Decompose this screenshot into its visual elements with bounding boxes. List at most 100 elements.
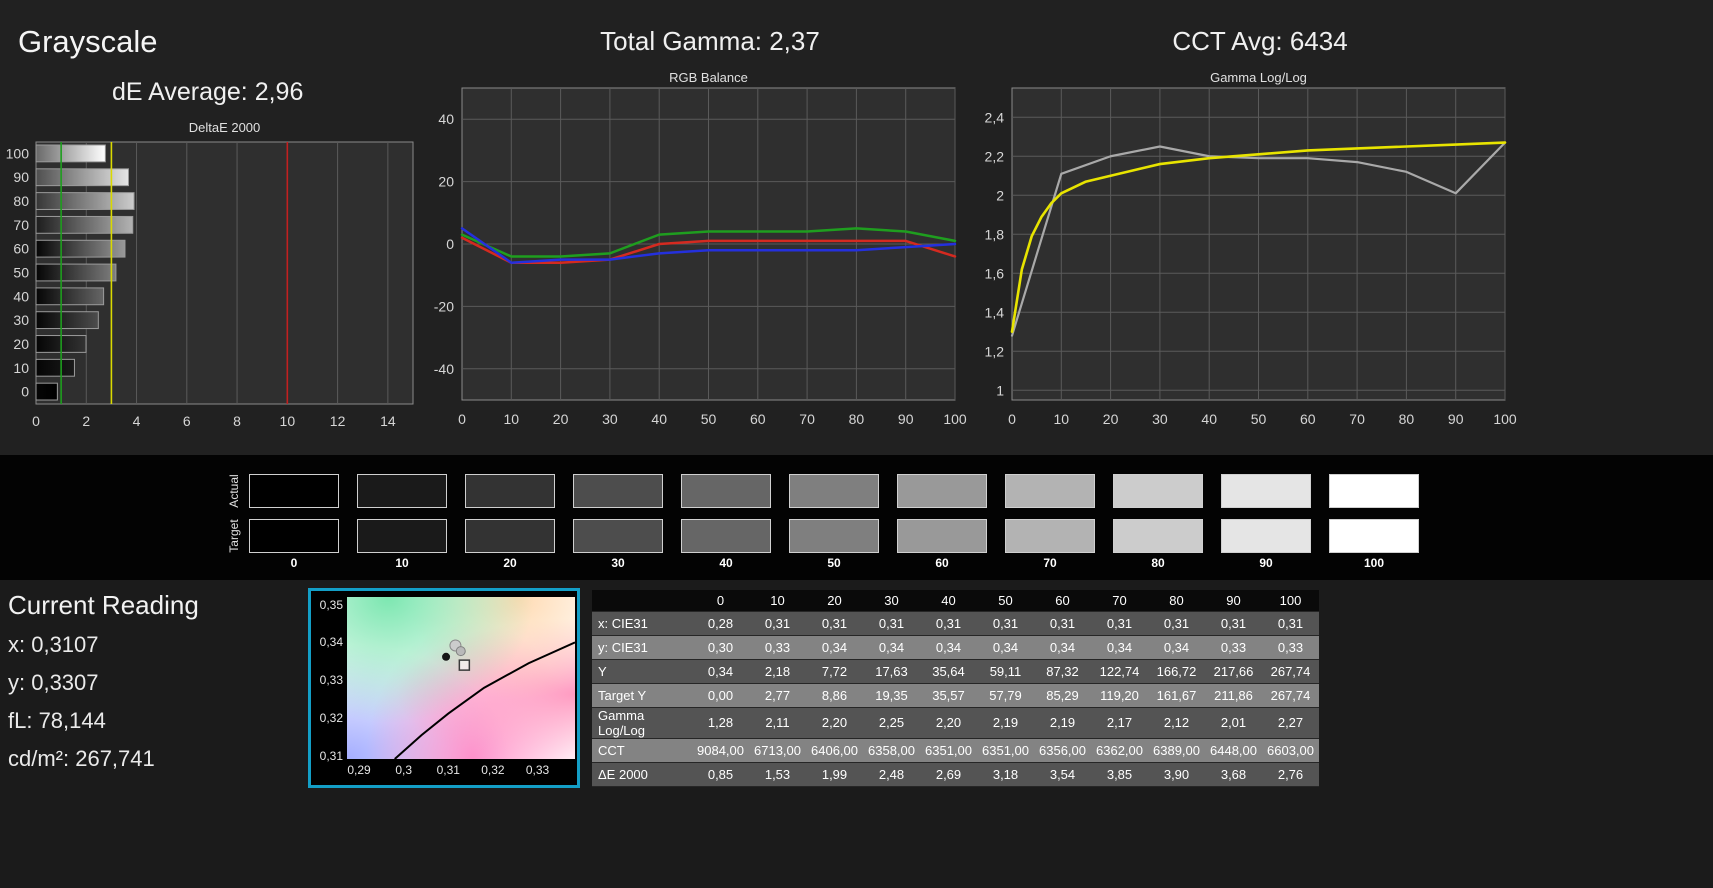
- table-cell: 2,25: [863, 707, 920, 739]
- table-row-label: x: CIE31: [592, 611, 692, 636]
- table-cell: 2,48: [863, 762, 920, 787]
- svg-text:100: 100: [6, 145, 30, 161]
- swatch-target-70: [1005, 519, 1095, 553]
- table-cell: 3,90: [1148, 762, 1205, 787]
- svg-text:0: 0: [21, 384, 29, 400]
- table-cell: 0,85: [692, 762, 749, 787]
- gamma-chart-title: Gamma Log/Log: [1210, 70, 1307, 85]
- cie-x-tick-0,29: 0,29: [347, 763, 371, 777]
- table-cell: 87,32: [1034, 659, 1091, 684]
- swatch-level-label-30: 30: [611, 556, 625, 570]
- table-cell: 0,34: [863, 635, 920, 660]
- svg-text:1: 1: [996, 382, 1004, 398]
- cie-diagram-overlay: [394, 639, 575, 759]
- svg-text:90: 90: [1448, 411, 1464, 427]
- svg-text:1,2: 1,2: [985, 343, 1005, 359]
- swatch-target-30: [573, 519, 663, 553]
- gamma-chart-panel[interactable]: Gamma Log/Log 1 1,2 1,4 1,6 1,8 2 2,2 2,4 0 10 20 3…: [980, 62, 1540, 442]
- current-reading-title: Current Reading: [8, 590, 199, 620]
- cie-y-tick-0,35: 0,35: [319, 597, 343, 612]
- table-cell: 0,31: [863, 611, 920, 636]
- table-cell: 0,31: [977, 611, 1034, 636]
- charts-section: Grayscale dE Average: 2,96 Total Gamma: …: [0, 24, 1540, 442]
- reading-y: y: 0,3307: [8, 670, 99, 695]
- svg-text:2,4: 2,4: [985, 109, 1005, 125]
- cie-y-tick-0,33: 0,33: [319, 673, 343, 688]
- table-cell: 6389,00: [1148, 738, 1205, 763]
- table-cell: 0,34: [1034, 635, 1091, 660]
- table-cell: 0,34: [977, 635, 1034, 660]
- table-header-row: 0 10 20 30 40 50 60 70 80 90 100: [592, 590, 1319, 612]
- table-row: Gamma Log/Log 1,28 2,11 2,20 2,25 2,20 2,19 2,1…: [592, 707, 1319, 739]
- svg-text:40: 40: [13, 288, 29, 304]
- table-cell: 267,74: [1262, 659, 1319, 684]
- svg-text:60: 60: [750, 411, 766, 427]
- table-cell: 0,31: [1148, 611, 1205, 636]
- table-cell: 6603,00: [1262, 738, 1319, 763]
- table-cell: 0,34: [1091, 635, 1148, 660]
- table-cell: 267,74: [1262, 683, 1319, 708]
- page-title: Grayscale: [18, 24, 158, 59]
- table-col-header-30: 30: [863, 590, 920, 612]
- reading-section: Current Reading x: 0,3107 y: 0,3307 fL: …: [0, 580, 1713, 888]
- table-cell: 122,74: [1091, 659, 1148, 684]
- table-cell: 6713,00: [749, 738, 806, 763]
- table-col-header-70: 70: [1091, 590, 1148, 612]
- swatch-level-label-40: 40: [719, 556, 733, 570]
- table-cell: 0,33: [1205, 635, 1262, 660]
- svg-text:10: 10: [280, 413, 296, 429]
- table-row-label: CCT: [592, 738, 692, 763]
- table-cell: 0,28: [692, 611, 749, 636]
- swatch-level-label-100: 100: [1363, 556, 1385, 570]
- table-col-header-90: 90: [1205, 590, 1262, 612]
- table-cell: 57,79: [977, 683, 1034, 708]
- swatch-target-90: [1221, 519, 1311, 553]
- table-row-label: ΔE 2000: [592, 762, 692, 787]
- table-cell: 3,85: [1091, 762, 1148, 787]
- deltae-chart-panel[interactable]: DeltaE 2000 100 90 80 70 60 50 40 30 20 10 0 0 2 4 6 8 1…: [0, 120, 430, 440]
- swatch-level-label-90: 90: [1259, 556, 1273, 570]
- svg-text:8: 8: [233, 413, 241, 429]
- svg-text:14: 14: [380, 413, 396, 429]
- table-corner-cell: [592, 590, 692, 612]
- table-row: x: CIE31 0,28 0,31 0,31 0,31 0,31 0,31 0,31 0,31…: [592, 611, 1319, 636]
- table-cell: 0,31: [1034, 611, 1091, 636]
- svg-text:2: 2: [82, 413, 90, 429]
- cie-y-tick-0,31: 0,31: [319, 748, 343, 763]
- svg-text:6: 6: [183, 413, 191, 429]
- svg-text:70: 70: [799, 411, 815, 427]
- svg-text:30: 30: [13, 312, 29, 328]
- grayscale-swatch-strip: Actual Target 0 10 20 30 40 50 60 70 80 90 100: [0, 455, 1713, 580]
- table-cell: 8,86: [806, 683, 863, 708]
- deltae-chart-title: DeltaE 2000: [188, 120, 261, 135]
- table-col-header-20: 20: [806, 590, 863, 612]
- svg-text:40: 40: [1201, 411, 1217, 427]
- cie-y-tick-0,34: 0,34: [319, 635, 343, 650]
- rgb-balance-chart-panel[interactable]: RGB Balance 40 20 0 -20 -40 0 10 20 30 40 50 60 70 80…: [430, 62, 990, 442]
- svg-text:90: 90: [898, 411, 914, 427]
- svg-text:100: 100: [1493, 411, 1517, 427]
- table-cell: 2,19: [977, 707, 1034, 739]
- table-cell: 0,34: [692, 659, 749, 684]
- table-cell: 19,35: [863, 683, 920, 708]
- table-cell: 1,53: [749, 762, 806, 787]
- svg-text:30: 30: [1152, 411, 1168, 427]
- measurement-table: 0 10 20 30 40 50 60 70 80 90 100 x: CIE31 0,28 0,31 0,…: [592, 590, 1319, 787]
- table-cell: 2,11: [749, 707, 806, 739]
- cie-diagram-panel[interactable]: 0,35 0,34 0,33 0,32 0,31 0,29 0,3 0,31 0,32 0,33: [308, 588, 580, 788]
- table-cell: 2,12: [1148, 707, 1205, 739]
- cie-diagram-plot: [347, 597, 575, 759]
- swatch-target-60: [897, 519, 987, 553]
- table-cell: 0,31: [1091, 611, 1148, 636]
- rgb-balance-chart-title: RGB Balance: [669, 70, 748, 85]
- svg-text:90: 90: [13, 169, 29, 185]
- de-average-readout: dE Average: 2,96: [112, 78, 304, 106]
- table-cell: 6351,00: [977, 738, 1034, 763]
- cie-x-tick-0,33: 0,33: [525, 763, 550, 777]
- table-cell: 0,31: [749, 611, 806, 636]
- svg-text:10: 10: [1054, 411, 1070, 427]
- table-cell: 2,77: [749, 683, 806, 708]
- svg-text:10: 10: [504, 411, 520, 427]
